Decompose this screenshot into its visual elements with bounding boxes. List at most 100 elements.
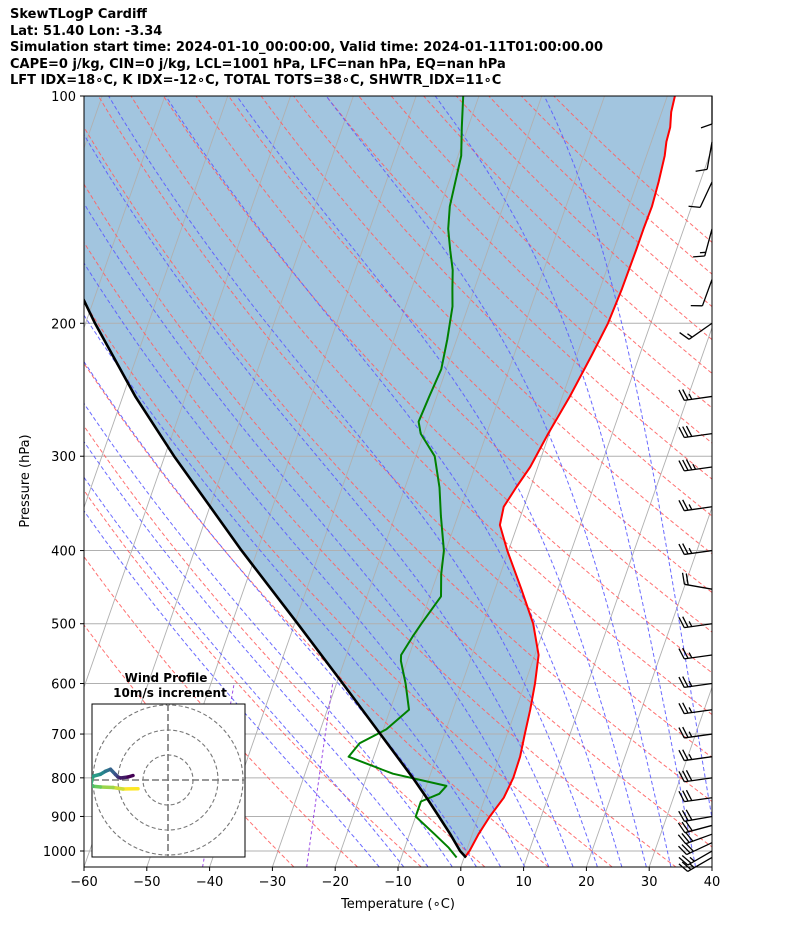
moist-adiabat-line: [84, 510, 380, 867]
profiles-layer: [84, 96, 676, 859]
wind-barb-feather: [693, 255, 705, 258]
moist-adiabat-line: [84, 440, 429, 867]
wind-barb-feather: [678, 856, 689, 866]
x-tick-label: −40: [196, 875, 223, 890]
wind-barb-feather: [681, 855, 692, 864]
wind-barb-feather: [682, 459, 689, 471]
wind-barb-staff: [701, 279, 713, 307]
hodograph: Wind Profile 10m/s increment: [91, 671, 246, 858]
wind-barb-feather: [688, 547, 693, 554]
isotherm-line: [209, 96, 480, 867]
wind-barb-feather: [682, 749, 689, 761]
moist-adiabat-line: [108, 96, 598, 867]
y-axis-label: Pressure (hPa): [18, 434, 33, 527]
isotherm-line: [271, 96, 543, 867]
wind-barb-feather: [688, 680, 693, 687]
isotherm-line: [648, 685, 712, 867]
wind-barb-feather: [679, 332, 690, 340]
wind-barb-staff: [699, 181, 713, 208]
wind-barb-feather: [681, 844, 691, 854]
moist-adiabat-line: [84, 202, 550, 867]
wind-barb-feather: [681, 833, 690, 843]
isotherm-line: [84, 96, 229, 509]
dry-adiabat-line: [84, 489, 422, 867]
wind-barb-feather: [685, 459, 693, 471]
wind-barb-feather: [689, 856, 695, 862]
wind-barb-staff: [704, 228, 713, 257]
wind-barb: [678, 543, 713, 556]
wind-barb-feather: [678, 460, 685, 472]
dry-adiabat-line: [260, 96, 712, 555]
moist-adiabat-line: [84, 314, 502, 867]
wind-barb-feather: [688, 205, 701, 209]
y-tick-label: 600: [51, 678, 76, 693]
wind-barb-feather: [682, 426, 689, 438]
hodograph-plot: [92, 704, 245, 857]
location-line: Lat: 51.40 Lon: -3.34: [10, 23, 163, 39]
moist-adiabat-line: [236, 96, 647, 867]
x-tick-label: −50: [133, 875, 160, 890]
wind-barb-feather: [678, 648, 685, 660]
wind-barb-staff: [684, 583, 713, 590]
isotherm-line: [84, 96, 291, 689]
wind-barb-feather: [681, 821, 690, 833]
wind-barb-feather: [678, 676, 685, 688]
wind-barb: [678, 726, 713, 739]
x-tick-label: 20: [578, 875, 595, 890]
parcel-profile-line: [84, 297, 467, 859]
wind-barb-staff: [684, 682, 713, 689]
cape-cin-fill-layer: [84, 96, 675, 858]
wind-barb: [677, 820, 713, 834]
wind-barbs-layer: [677, 96, 713, 873]
x-tick-label: 0: [457, 875, 465, 890]
isotherm-line: [523, 326, 712, 867]
y-tick-label: 400: [51, 545, 76, 560]
wind-barb-staff: [684, 797, 713, 803]
wind-barb-feather: [678, 845, 688, 855]
wind-barb-feather: [695, 168, 708, 172]
wind-barb: [693, 228, 713, 258]
x-tick-label: 30: [641, 875, 658, 890]
wind-barb-feather: [688, 652, 693, 659]
temperature-profile-line: [463, 96, 676, 859]
wind-barb: [678, 789, 713, 803]
x-tick-label: −10: [384, 875, 411, 890]
y-tick-label: 500: [51, 618, 76, 633]
chart-title: SkewTLogP Cardiff: [10, 7, 147, 22]
wind-barb-staff: [686, 842, 713, 856]
wind-barb-staff: [684, 506, 713, 512]
wind-barb-feather: [678, 702, 685, 714]
wind-barb: [688, 181, 713, 209]
wind-barb-feather: [682, 676, 689, 688]
wind-barb-feather: [688, 754, 693, 760]
hodograph-segment: [98, 785, 115, 790]
wind-barb-feather: [685, 820, 693, 832]
wind-barb-feather: [688, 621, 693, 627]
convective-params-line: CAPE=0 j/kg, CIN=0 j/kg, LCL=1001 hPa, L…: [10, 56, 506, 72]
wind-barb-feather: [678, 500, 685, 511]
wind-barb-feather: [700, 123, 713, 129]
x-tick-label: −20: [321, 875, 348, 890]
moist-adiabat-line: [434, 96, 697, 867]
wind-barb-feather: [684, 831, 694, 842]
wind-barb-feather: [678, 749, 685, 761]
wind-barb-feather: [682, 616, 689, 628]
wind-barb-feather: [682, 790, 689, 802]
wind-barb-feather: [678, 543, 685, 555]
dry-adiabat-line: [358, 96, 712, 444]
dry-adiabat-line: [228, 96, 712, 594]
x-tick-label: 10: [515, 875, 532, 890]
wind-barb-feather: [682, 499, 689, 511]
dry-adiabat-line: [97, 96, 712, 759]
moist-adiabat-line: [165, 96, 623, 867]
wind-barb-feather: [678, 389, 685, 401]
plot-area: [84, 96, 712, 867]
wind-barb: [678, 647, 713, 660]
moist-adiabat-line: [84, 360, 477, 867]
wind-barb-feather: [692, 463, 697, 470]
wind-barb: [678, 809, 713, 822]
wind-barb-staff: [684, 777, 713, 783]
wind-barb-feather: [682, 543, 689, 555]
y-tick-label: 700: [51, 728, 76, 743]
dry-adiabat-line: [325, 96, 712, 480]
